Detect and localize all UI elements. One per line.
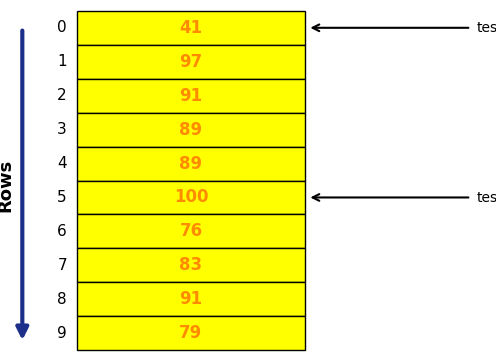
- Text: 8: 8: [58, 292, 67, 307]
- Text: test[0]: test[0]: [476, 21, 496, 35]
- Text: 3: 3: [57, 122, 67, 137]
- Bar: [77, 79, 305, 113]
- Text: 89: 89: [180, 121, 202, 139]
- Text: 91: 91: [180, 87, 202, 105]
- Text: 97: 97: [180, 53, 202, 71]
- Text: 9: 9: [57, 326, 67, 341]
- Text: 83: 83: [180, 256, 202, 274]
- Bar: [77, 147, 305, 180]
- Text: 76: 76: [180, 222, 202, 240]
- Text: 5: 5: [58, 190, 67, 205]
- Text: 79: 79: [180, 324, 202, 342]
- Bar: [77, 11, 305, 45]
- Text: 1: 1: [58, 54, 67, 69]
- Bar: [77, 180, 305, 214]
- Text: Rows: Rows: [0, 159, 14, 212]
- Bar: [77, 248, 305, 282]
- Bar: [77, 45, 305, 79]
- Bar: [77, 214, 305, 248]
- Text: 89: 89: [180, 155, 202, 173]
- Bar: [77, 113, 305, 147]
- Bar: [77, 282, 305, 316]
- Text: 41: 41: [180, 19, 202, 37]
- Text: 7: 7: [58, 258, 67, 273]
- Text: 2: 2: [58, 88, 67, 103]
- Text: 6: 6: [57, 224, 67, 239]
- Text: 100: 100: [174, 188, 208, 206]
- Text: 4: 4: [58, 156, 67, 171]
- Bar: [77, 316, 305, 350]
- Text: 91: 91: [180, 290, 202, 308]
- Text: 0: 0: [58, 20, 67, 35]
- Text: test[5]: test[5]: [476, 191, 496, 204]
